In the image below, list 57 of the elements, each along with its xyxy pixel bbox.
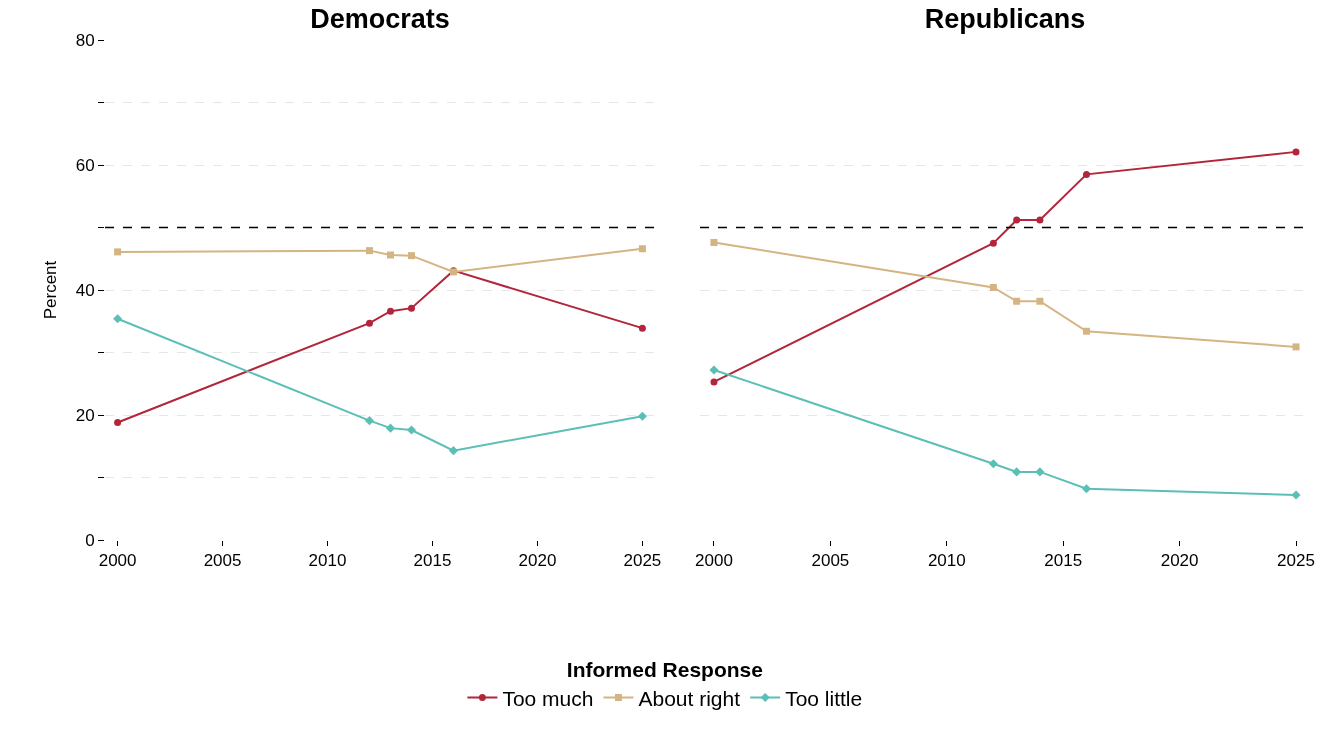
legend-label: Too little xyxy=(785,686,863,710)
point xyxy=(709,365,719,375)
point xyxy=(364,416,375,426)
point xyxy=(1082,327,1090,335)
point xyxy=(366,319,373,327)
x-tick-label: 2015 xyxy=(1044,551,1083,571)
point xyxy=(385,423,396,433)
legend-label: About right xyxy=(638,686,741,710)
x-tick-label: 2025 xyxy=(1277,551,1315,571)
point xyxy=(387,251,394,259)
point xyxy=(1013,297,1021,305)
point xyxy=(638,324,646,332)
point xyxy=(989,239,997,247)
point xyxy=(407,304,415,312)
legend-label: Too much xyxy=(502,686,594,710)
point xyxy=(1036,297,1044,305)
x-tick-label: 2015 xyxy=(413,551,452,571)
point xyxy=(114,419,122,426)
x-tick-label: 2005 xyxy=(811,551,850,571)
chart-title: Democrats xyxy=(310,4,450,34)
point xyxy=(113,314,123,324)
y-tick-label: 40 xyxy=(75,280,95,300)
x-tick-label: 2020 xyxy=(1160,551,1199,571)
x-tick-label: 2010 xyxy=(308,551,347,571)
point xyxy=(638,245,646,253)
chart-title: Republicans xyxy=(924,4,1086,34)
point xyxy=(1292,343,1300,351)
y-axis-title: Percent xyxy=(41,260,61,320)
x-tick-label: 2025 xyxy=(623,551,662,571)
point xyxy=(366,247,373,255)
point xyxy=(448,446,459,456)
point xyxy=(406,425,417,435)
point xyxy=(1035,467,1045,477)
y-tick-label: 60 xyxy=(75,155,95,175)
x-tick-label: 2010 xyxy=(927,551,966,571)
legend-title: Informed Response xyxy=(566,658,763,682)
point xyxy=(1081,484,1092,494)
point xyxy=(1036,216,1044,224)
point xyxy=(989,284,997,291)
point xyxy=(114,248,122,256)
point xyxy=(988,459,998,469)
y-tick-label: 20 xyxy=(75,405,95,425)
point xyxy=(407,252,415,260)
x-tick-label: 2000 xyxy=(695,551,733,571)
x-tick-label: 2005 xyxy=(203,551,242,571)
y-tick-label: 80 xyxy=(75,30,95,50)
point xyxy=(710,239,718,246)
point xyxy=(1082,170,1090,178)
x-tick-label: 2000 xyxy=(98,551,137,571)
y-tick-label: 0 xyxy=(85,530,95,550)
x-tick-label: 2020 xyxy=(518,551,557,571)
point xyxy=(637,411,647,421)
point xyxy=(1013,216,1021,224)
point xyxy=(1292,148,1300,156)
point xyxy=(1291,490,1301,500)
point xyxy=(387,307,394,315)
point xyxy=(710,378,718,386)
